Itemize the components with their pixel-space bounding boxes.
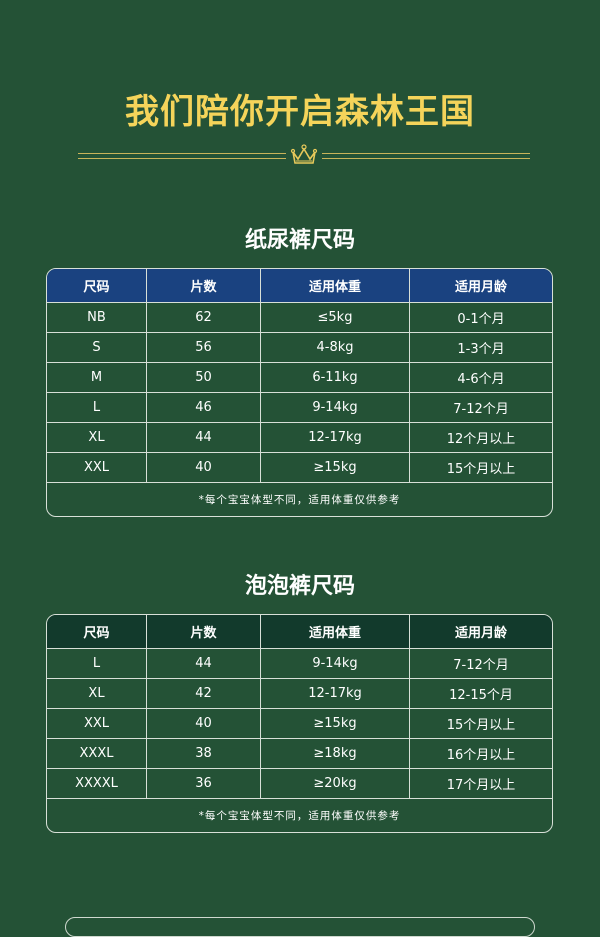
column-header: 适用体重	[260, 615, 409, 648]
table-cell: 17个月以上	[409, 769, 552, 798]
table-cell: L	[92, 656, 101, 671]
table-cell: 7-12个月	[409, 393, 552, 422]
table-cell: 42	[146, 679, 260, 708]
table-cell: ≤5kg	[260, 303, 409, 332]
table-cell: 15个月以上	[409, 453, 552, 482]
table-row: XXL 40 ≥15kg 15个月以上	[47, 452, 552, 482]
table-row: XXXXL 36 ≥20kg 17个月以上	[47, 768, 552, 798]
table-cell: 1-3个月	[409, 333, 552, 362]
table-row: XL 42 12-17kg 12-15个月	[47, 678, 552, 708]
column-header: 尺码	[83, 626, 110, 641]
table-cell: 12-17kg	[260, 423, 409, 452]
table-cell: 40	[146, 453, 260, 482]
table-row: XXXL 38 ≥18kg 16个月以上	[47, 738, 552, 768]
table-cell: 12个月以上	[409, 423, 552, 452]
table-cell: XXXXL	[75, 776, 118, 791]
divider-line-left	[78, 153, 286, 159]
page-title: 我们陪你开启森林王国	[125, 92, 475, 132]
table-cell: 50	[146, 363, 260, 392]
pants-size-table: 尺码 片数 适用体重 适用月龄 L 44 9-14kg 7-12个月 XL 42 12-17kg 12…	[46, 614, 553, 833]
table-row: L 46 9-14kg 7-12个月	[47, 392, 552, 422]
table-cell: S	[92, 340, 101, 355]
table-cell: 38	[146, 739, 260, 768]
table-note: *每个宝宝体型不同，适用体重仅供参考	[47, 482, 552, 516]
table-row: M 50 6-11kg 4-6个月	[47, 362, 552, 392]
table-row: XL 44 12-17kg 12个月以上	[47, 422, 552, 452]
table-row: NB 62 ≤5kg 0-1个月	[47, 302, 552, 332]
column-header: 适用体重	[260, 269, 409, 302]
table-cell: 36	[146, 769, 260, 798]
table-cell: ≥20kg	[260, 769, 409, 798]
table-row: L 44 9-14kg 7-12个月	[47, 648, 552, 678]
table-cell: 44	[146, 649, 260, 678]
column-header: 适用月龄	[409, 615, 552, 648]
table-header: 尺码 片数 适用体重 适用月龄	[47, 615, 552, 648]
table-cell: 9-14kg	[260, 393, 409, 422]
table-cell: L	[92, 400, 101, 415]
table-cell: XL	[88, 686, 105, 701]
table-cell: XXXL	[79, 746, 114, 761]
column-header: 适用月龄	[409, 269, 552, 302]
table-cell: 44	[146, 423, 260, 452]
column-header: 片数	[146, 615, 260, 648]
table-cell: 15个月以上	[409, 709, 552, 738]
table-cell: 16个月以上	[409, 739, 552, 768]
table-cell: 6-11kg	[260, 363, 409, 392]
column-header: 尺码	[83, 280, 110, 295]
table-cell: ≥18kg	[260, 739, 409, 768]
decorative-divider	[78, 144, 530, 166]
table-cell: 62	[146, 303, 260, 332]
divider-line-right	[322, 153, 530, 159]
diaper-size-heading: 纸尿裤尺码	[244, 228, 355, 253]
table-cell: NB	[87, 310, 106, 325]
table-cell: 12-17kg	[260, 679, 409, 708]
table-cell: 56	[146, 333, 260, 362]
table-cell: ≥15kg	[260, 709, 409, 738]
table-note: *每个宝宝体型不同，适用体重仅供参考	[47, 798, 552, 832]
table-cell: XXL	[83, 716, 110, 731]
table-cell: 9-14kg	[260, 649, 409, 678]
table-cell: ≥15kg	[260, 453, 409, 482]
next-section-card	[65, 917, 535, 937]
table-cell: 46	[146, 393, 260, 422]
crown-icon	[290, 144, 318, 164]
table-row: S 56 4-8kg 1-3个月	[47, 332, 552, 362]
table-cell: 0-1个月	[409, 303, 552, 332]
table-cell: 7-12个月	[409, 649, 552, 678]
table-cell: 12-15个月	[409, 679, 552, 708]
table-header: 尺码 片数 适用体重 适用月龄	[47, 269, 552, 302]
table-cell: M	[90, 370, 103, 385]
table-cell: 4-6个月	[409, 363, 552, 392]
table-cell: XL	[88, 430, 105, 445]
table-cell: 40	[146, 709, 260, 738]
table-row: XXL 40 ≥15kg 15个月以上	[47, 708, 552, 738]
table-cell: XXL	[83, 460, 110, 475]
table-cell: 4-8kg	[260, 333, 409, 362]
diaper-size-table: 尺码 片数 适用体重 适用月龄 NB 62 ≤5kg 0-1个月 S 56 4-8kg 1-3个月 M 5…	[46, 268, 553, 517]
pants-size-heading: 泡泡裤尺码	[244, 574, 355, 599]
column-header: 片数	[146, 269, 260, 302]
